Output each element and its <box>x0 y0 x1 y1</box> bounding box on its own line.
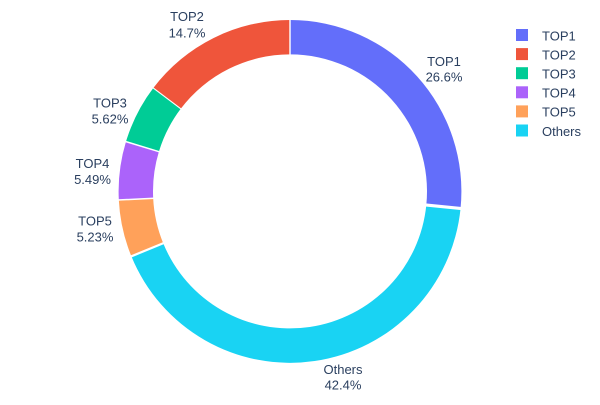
svg-text:TOP3: TOP3 <box>93 96 127 111</box>
svg-text:5.23%: 5.23% <box>77 230 114 245</box>
svg-text:TOP1: TOP1 <box>427 54 461 69</box>
svg-text:TOP5: TOP5 <box>78 214 112 229</box>
svg-text:TOP3: TOP3 <box>542 67 576 82</box>
svg-text:26.6%: 26.6% <box>426 70 463 85</box>
svg-text:TOP4: TOP4 <box>542 86 576 101</box>
svg-text:14.7%: 14.7% <box>169 26 206 41</box>
svg-text:5.49%: 5.49% <box>74 172 111 187</box>
svg-text:TOP2: TOP2 <box>542 47 576 62</box>
svg-text:TOP2: TOP2 <box>170 9 204 24</box>
svg-text:42.4%: 42.4% <box>325 378 362 393</box>
svg-text:Others: Others <box>542 124 582 139</box>
svg-text:Others: Others <box>323 362 363 377</box>
svg-text:TOP4: TOP4 <box>76 156 110 171</box>
svg-text:TOP1: TOP1 <box>542 28 576 43</box>
svg-text:TOP5: TOP5 <box>542 105 576 120</box>
svg-text:5.62%: 5.62% <box>92 112 129 127</box>
